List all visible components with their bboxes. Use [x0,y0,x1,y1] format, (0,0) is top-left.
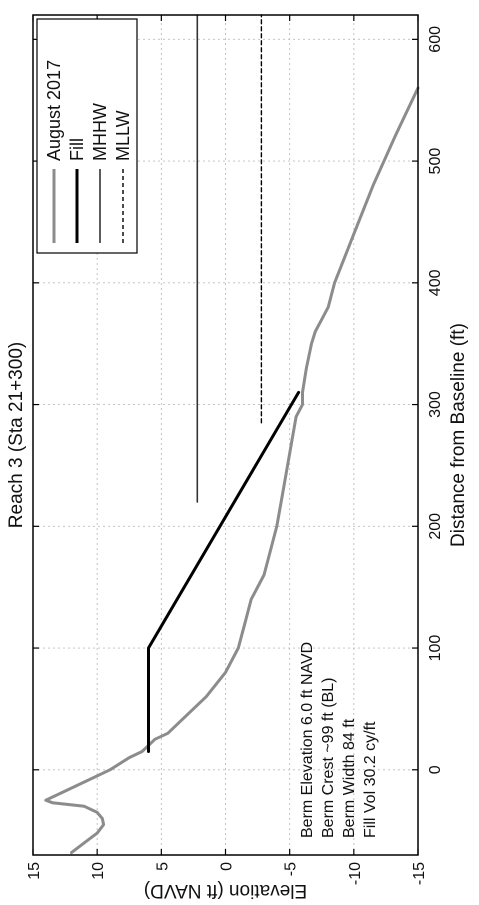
legend-label: August 2017 [44,60,64,161]
x-tick-label: 300 [427,391,444,418]
y-tick-label: 15 [26,862,43,880]
x-tick-label: 200 [427,513,444,540]
y-tick-label: 10 [90,862,107,880]
legend-box [36,18,138,254]
annotation-line: Berm Crest ~99 ft (BL) [320,678,337,839]
y-tick-label: -15 [411,862,428,885]
legend-label: MLLW [113,110,133,161]
series-line-fill [147,390,301,753]
series-line-august-2017 [44,86,420,855]
y-tick-label: -10 [347,862,364,885]
x-tick-label: 0 [427,765,444,774]
x-tick-label: 500 [427,148,444,175]
legend: August 2017 Fill MHHW MLLW [36,18,138,254]
y-axis-label: Elevation (ft NAVD) [144,880,307,901]
annotation-line: Berm Elevation 6.0 ft NAVD [299,642,316,838]
annotation-line: Fill Vol 30.2 cy/ft [362,721,379,838]
x-axis-label: Distance from Baseline (ft) [448,323,469,547]
tick-layer: 0 100 200 300 400 500 600 -15 -10 -5 0 5 10 15 [26,15,444,885]
annotation-line: Berm Width 84 ft [341,718,358,838]
x-tick-label: 100 [427,635,444,662]
legend-label: MHHW [90,103,110,161]
series-layer [44,14,420,855]
legend-label: Fill [67,138,87,161]
y-tick-label: 5 [154,862,171,871]
y-tick-label: -5 [283,862,300,876]
y-tick-label: 0 [219,862,236,871]
x-tick-label: 600 [427,26,444,53]
annotation-block: Berm Elevation 6.0 ft NAVD Berm Crest ~99… [299,642,379,838]
chart-title: Reach 3 (Sta 21+300) [6,342,27,528]
x-tick-label: 400 [427,269,444,296]
